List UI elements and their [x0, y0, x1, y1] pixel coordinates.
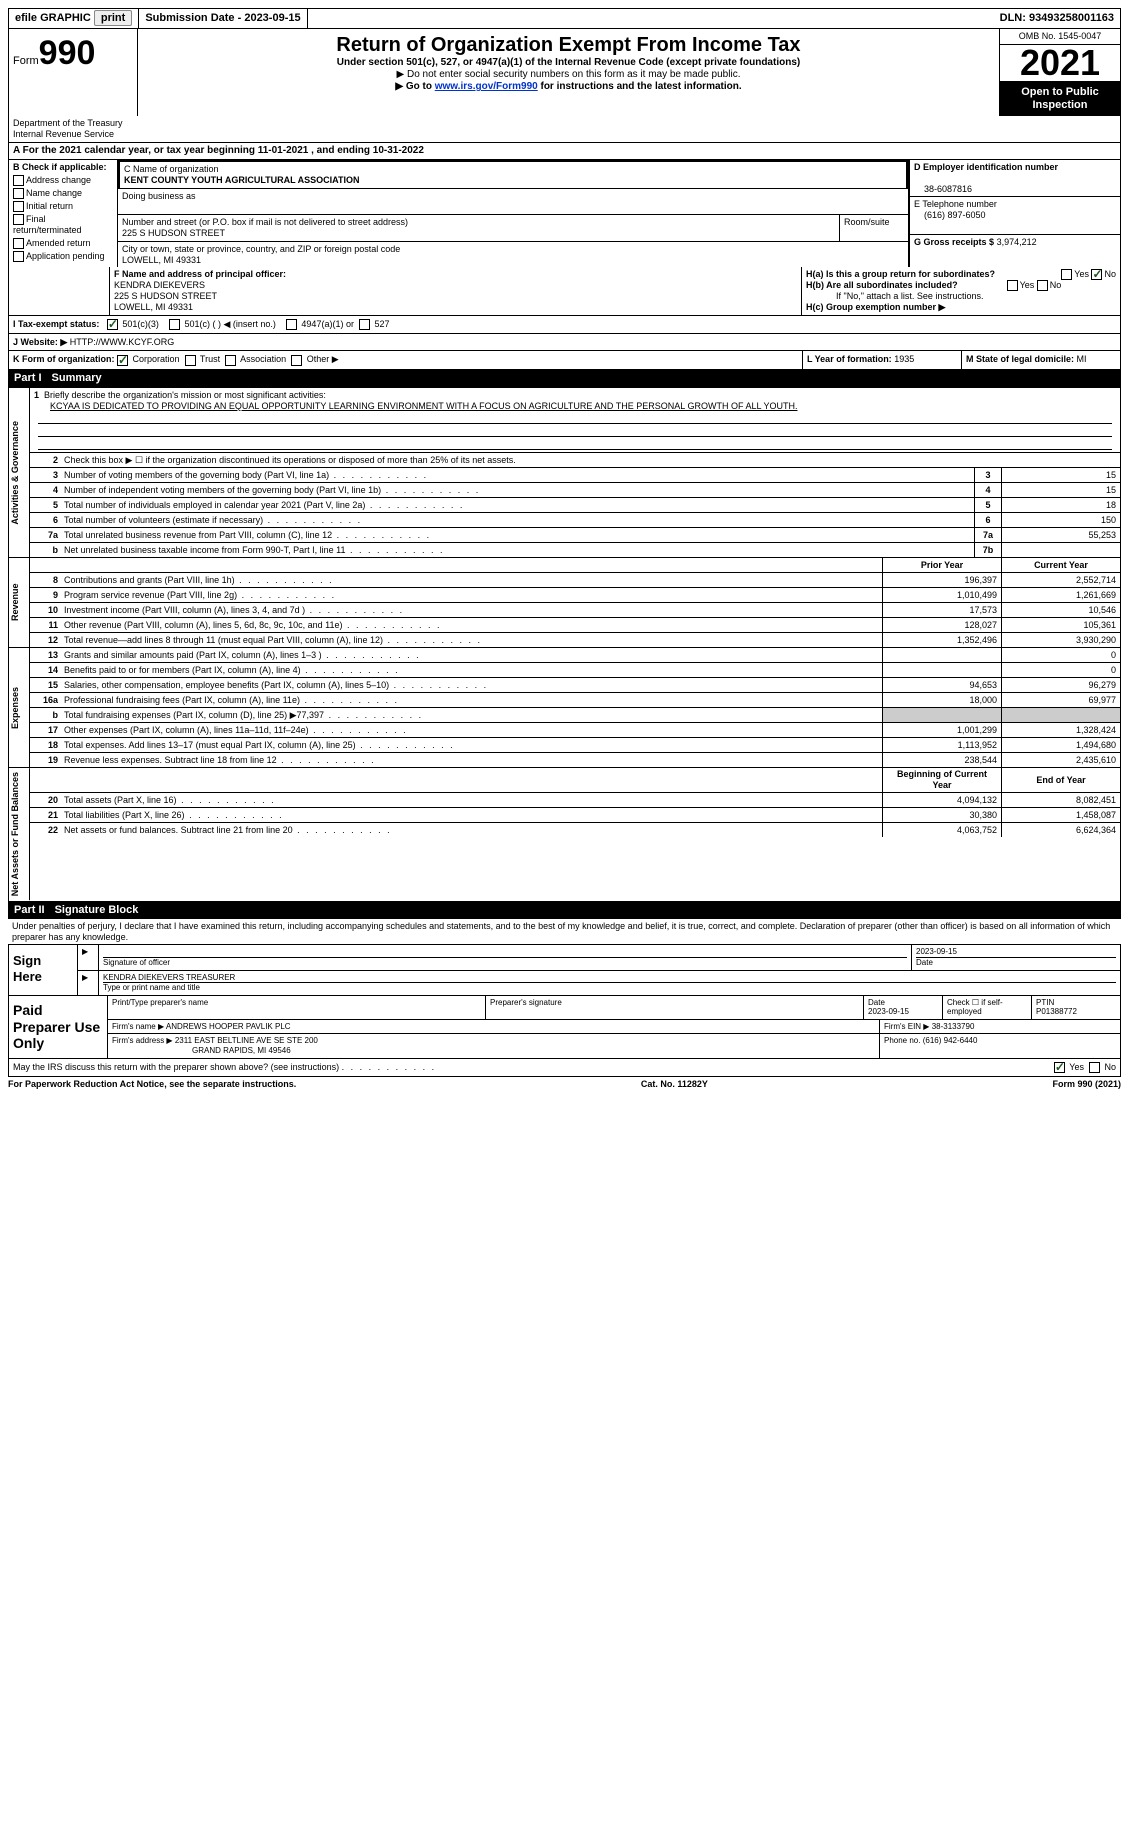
- box-d: D Employer identification number 38-6087…: [908, 160, 1120, 267]
- table-row: 17Other expenses (Part IX, column (A), l…: [30, 723, 1120, 738]
- warning-goto: ▶ Go to www.irs.gov/Form990 for instruct…: [144, 81, 993, 93]
- org-street: 225 S HUDSON STREET: [122, 228, 225, 238]
- form-subtitle: Under section 501(c), 527, or 4947(a)(1)…: [144, 57, 993, 69]
- ein: 38-6087816: [914, 184, 972, 194]
- netassets-table: Net Assets or Fund Balances Beginning of…: [8, 768, 1121, 901]
- table-row: 12Total revenue—add lines 8 through 11 (…: [30, 633, 1120, 647]
- form-title: Return of Organization Exempt From Incom…: [144, 33, 993, 57]
- side-revenue: Revenue: [9, 558, 30, 647]
- page-footer: For Paperwork Reduction Act Notice, see …: [8, 1077, 1121, 1092]
- submission-date: Submission Date - 2023-09-15: [139, 9, 307, 28]
- table-row: 4Number of independent voting members of…: [30, 483, 1120, 498]
- table-row: bNet unrelated business taxable income f…: [30, 543, 1120, 557]
- department-label: Department of the TreasuryInternal Reven…: [8, 116, 1121, 142]
- table-row: 11Other revenue (Part VIII, column (A), …: [30, 618, 1120, 633]
- table-row: 13Grants and similar amounts paid (Part …: [30, 648, 1120, 663]
- table-row: 7aTotal unrelated business revenue from …: [30, 528, 1120, 543]
- website: HTTP://WWW.KCYF.ORG: [70, 337, 175, 347]
- table-row: bTotal fundraising expenses (Part IX, co…: [30, 708, 1120, 723]
- table-row: 3Number of voting members of the governi…: [30, 468, 1120, 483]
- table-row: 15Salaries, other compensation, employee…: [30, 678, 1120, 693]
- table-row: 10Investment income (Part VIII, column (…: [30, 603, 1120, 618]
- table-row: 8Contributions and grants (Part VIII, li…: [30, 573, 1120, 588]
- form-number: Form990: [13, 33, 133, 74]
- org-city: LOWELL, MI 49331: [122, 255, 201, 265]
- table-row: 20Total assets (Part X, line 16)4,094,13…: [30, 793, 1120, 808]
- may-irs-discuss: May the IRS discuss this return with the…: [8, 1059, 1121, 1077]
- expenses-table: Expenses 13Grants and similar amounts pa…: [8, 648, 1121, 768]
- section-a-period: A For the 2021 calendar year, or tax yea…: [8, 142, 1121, 160]
- table-row: 5Total number of individuals employed in…: [30, 498, 1120, 513]
- irs-link[interactable]: www.irs.gov/Form990: [435, 81, 538, 92]
- box-f: F Name and address of principal officer:…: [110, 267, 802, 314]
- table-row: 16aProfessional fundraising fees (Part I…: [30, 693, 1120, 708]
- table-row: 9Program service revenue (Part VIII, lin…: [30, 588, 1120, 603]
- side-activities: Activities & Governance: [9, 388, 30, 558]
- print-button[interactable]: print: [94, 10, 132, 26]
- top-bar: efile GRAPHIC print Submission Date - 20…: [8, 8, 1121, 29]
- form-header: Form990 Return of Organization Exempt Fr…: [8, 29, 1121, 116]
- paid-preparer-block: Paid Preparer Use Only Print/Type prepar…: [8, 996, 1121, 1059]
- box-i: I Tax-exempt status: 501(c)(3) 501(c) ( …: [8, 316, 1121, 334]
- info-block: B Check if applicable: Address change Na…: [8, 160, 1121, 267]
- gross-receipts: 3,974,212: [997, 237, 1037, 247]
- table-row: 6Total number of volunteers (estimate if…: [30, 513, 1120, 528]
- box-b: B Check if applicable: Address change Na…: [9, 160, 118, 267]
- table-row: 18Total expenses. Add lines 13–17 (must …: [30, 738, 1120, 753]
- tax-year: 2021: [1000, 45, 1120, 82]
- box-j: J Website: ▶ HTTP://WWW.KCYF.ORG: [8, 334, 1121, 352]
- table-row: 21Total liabilities (Part X, line 26)30,…: [30, 808, 1120, 823]
- box-h: H(a) Is this a group return for subordin…: [802, 267, 1120, 314]
- open-to-public: Open to Public Inspection: [1000, 82, 1120, 116]
- revenue-table: Revenue Prior Year Current Year 8Contrib…: [8, 558, 1121, 648]
- warning-ssn: ▶ Do not enter social security numbers o…: [144, 69, 993, 81]
- box-c: C Name of organization KENT COUNTY YOUTH…: [118, 160, 908, 267]
- side-netassets: Net Assets or Fund Balances: [9, 768, 30, 900]
- efile-label: efile GRAPHIC print: [9, 9, 139, 28]
- org-name: KENT COUNTY YOUTH AGRICULTURAL ASSOCIATI…: [124, 175, 360, 185]
- telephone: (616) 897-6050: [914, 210, 986, 220]
- row-fh: F Name and address of principal officer:…: [8, 267, 1121, 315]
- part-i-header: Part I Summary: [8, 370, 1121, 387]
- table-row: 22Net assets or fund balances. Subtract …: [30, 823, 1120, 837]
- table-row: 14Benefits paid to or for members (Part …: [30, 663, 1120, 678]
- sign-here-block: Sign Here ▶ Signature of officer 2023-09…: [8, 944, 1121, 995]
- row-klm: K Form of organization: Corporation Trus…: [8, 351, 1121, 369]
- part-ii-header: Part II Signature Block: [8, 902, 1121, 919]
- side-expenses: Expenses: [9, 648, 30, 767]
- mission-text: KCYAA IS DEDICATED TO PROVIDING AN EQUAL…: [34, 401, 797, 411]
- dln: DLN: 93493258001163: [994, 9, 1120, 28]
- penalties-text: Under penalties of perjury, I declare th…: [8, 919, 1121, 945]
- summary-table: Activities & Governance 1 Briefly descri…: [8, 387, 1121, 559]
- table-row: 19Revenue less expenses. Subtract line 1…: [30, 753, 1120, 767]
